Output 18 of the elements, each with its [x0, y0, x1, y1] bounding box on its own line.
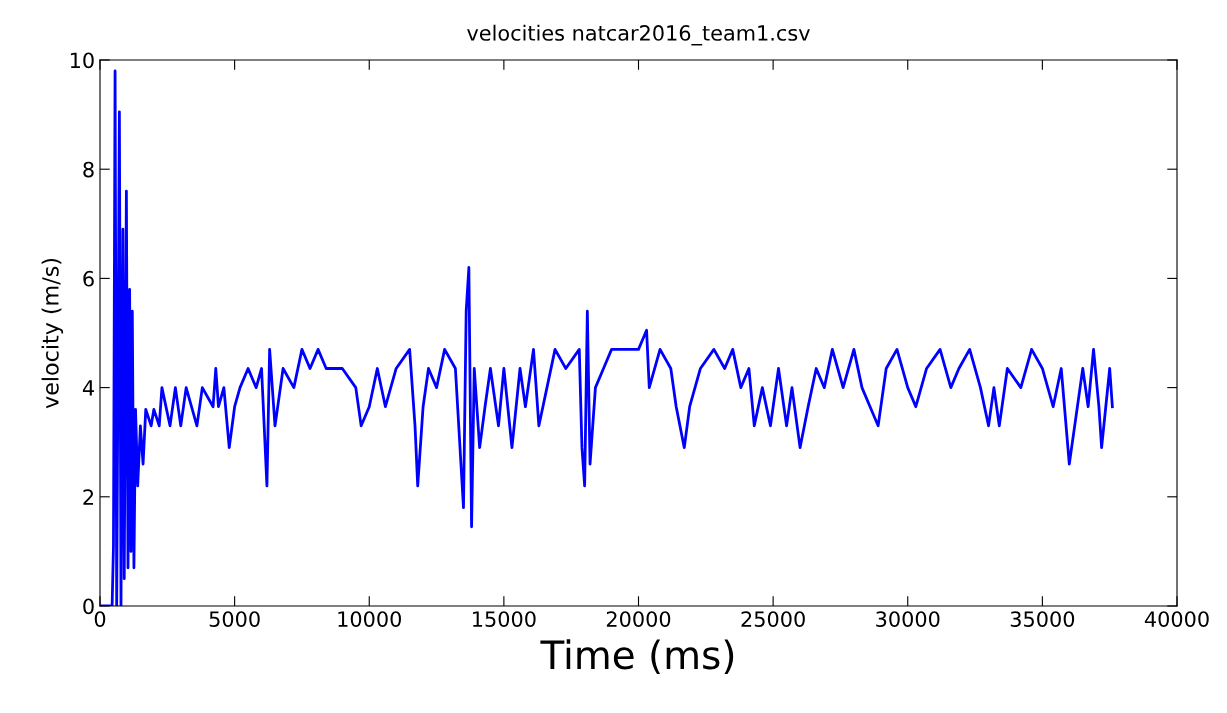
y-tick-label: 10 — [70, 52, 94, 69]
x-tick-label: 20000 — [606, 611, 671, 627]
x-axis-title: Time (ms) — [540, 639, 734, 675]
y-tick-label: 8 — [83, 161, 94, 178]
x-tick-label: 15000 — [473, 611, 536, 627]
y-tick-label: 2 — [83, 489, 94, 505]
chart-title: velocities natcar2016_team1.csv — [467, 24, 810, 46]
x-tick-label: 40000 — [1144, 611, 1209, 627]
y-tick-label: 0 — [83, 598, 94, 615]
y-tick-label: 4 — [82, 380, 94, 396]
y-axis-title: velocity (m/s) — [41, 258, 64, 409]
y-tick-label: 6 — [83, 270, 94, 287]
x-tick-label: 25000 — [741, 611, 805, 627]
x-tick-label: 0 — [94, 611, 106, 627]
x-tick-label: 10000 — [338, 611, 401, 627]
x-tick-label: 35000 — [1010, 611, 1075, 627]
x-tick-label: 30000 — [876, 611, 940, 627]
x-tick-label: 5000 — [209, 611, 260, 627]
